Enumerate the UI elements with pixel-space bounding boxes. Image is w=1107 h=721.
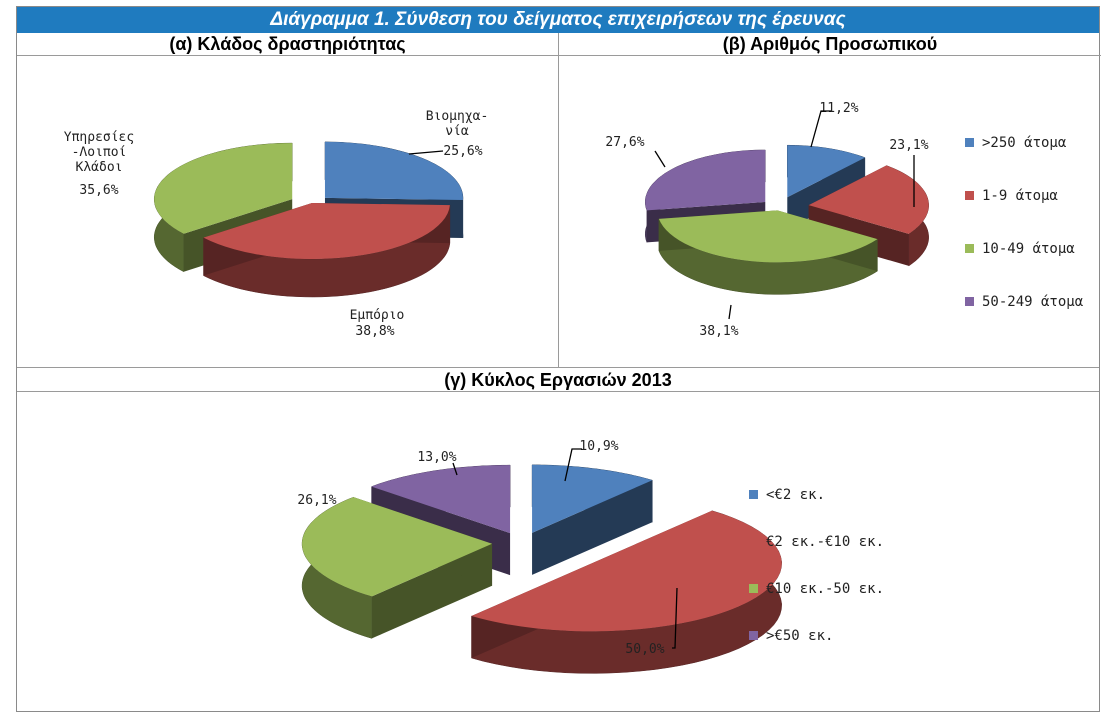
chart-c-label-1-value: 50,0% xyxy=(625,642,664,657)
figure-frame: Διάγραμμα 1. Σύνθεση του δείγματος επιχε… xyxy=(16,6,1101,712)
chart-b-legend-label-2: 10-49 άτομα xyxy=(982,241,1075,257)
chart-b-label-3-value: 27,6% xyxy=(605,135,644,150)
chart-c-slice-0 xyxy=(532,464,653,533)
chart-b-legend-label-3: 50-249 άτομα xyxy=(982,294,1084,310)
chart-b: 11,2% 23,1% 38,1% 27,6% >250 άτομα 1-9 άτομα 1… xyxy=(605,101,1084,339)
panel-divider-vertical xyxy=(558,33,559,367)
chart-a-label-0-value: 25,6% xyxy=(443,144,482,159)
chart-b-legend-label-1: 1-9 άτομα xyxy=(982,188,1058,204)
chart-b-title: (β) Αριθμός Προσωπικού xyxy=(559,33,1101,56)
chart-c-legend-swatch-2 xyxy=(749,584,758,593)
chart-a-slice-1 xyxy=(203,203,450,259)
chart-c-leader-0 xyxy=(564,448,582,482)
chart-b-leader-2 xyxy=(728,304,732,320)
chart-b-slice-2 xyxy=(658,210,878,263)
chart-c-legend-label-1: €2 εκ.-€10 εκ. xyxy=(766,534,884,550)
chart-c-legend-swatch-1 xyxy=(749,537,758,546)
chart-c-legend-label-3: >€50 εκ. xyxy=(766,628,833,644)
chart-c-leader-1 xyxy=(672,587,678,649)
chart-c-label-2-value: 26,1% xyxy=(297,493,336,508)
chart-b-leader-0 xyxy=(810,110,831,148)
figure-title: Διάγραμμα 1. Σύνθεση του δείγματος επιχε… xyxy=(17,7,1099,33)
chart-c-title: (γ) Κύκλος Εργασιών 2013 xyxy=(17,369,1099,392)
chart-a-label-2-name: Υπηρεσίες -Λοιποί Κλάδοι xyxy=(64,130,134,175)
chart-a-label-0-name: Βιομηχα-νία xyxy=(426,109,489,139)
panel-divider-horizontal xyxy=(17,367,1099,368)
chart-b-slice-0 xyxy=(787,145,865,198)
chart-b-slice-3 xyxy=(645,149,766,211)
chart-c-slice-1 xyxy=(471,510,782,632)
chart-a-label-1-value: 38,8% xyxy=(355,324,394,339)
chart-b-label-1-value: 23,1% xyxy=(889,138,928,153)
chart-c-slice-2 xyxy=(302,497,493,597)
chart-a-slice-2 xyxy=(154,143,293,234)
chart-b-legend-swatch-1 xyxy=(965,191,974,200)
chart-a-label-2-value: 35,6% xyxy=(79,183,118,198)
chart-c-legend-swatch-3 xyxy=(749,631,758,640)
chart-a-slice-0 xyxy=(324,141,463,201)
chart-a-label-1-name: Εμπόριο xyxy=(350,308,405,323)
chart-c-leader-3 xyxy=(452,462,458,476)
chart-c-label-0-value: 10,9% xyxy=(579,439,618,454)
chart-b-slice-1 xyxy=(808,165,929,234)
chart-a-leader-0 xyxy=(408,150,444,155)
chart-b-legend-swatch-0 xyxy=(965,138,974,147)
chart-c-legend-swatch-0 xyxy=(749,490,758,499)
chart-b-label-0-value: 11,2% xyxy=(819,101,858,116)
chart-c-label-3-value: 13,0% xyxy=(417,450,456,465)
chart-c-legend-label-2: €10 εκ.-50 εκ. xyxy=(766,581,884,597)
chart-b-leader-3 xyxy=(654,150,666,168)
chart-c-slice-3 xyxy=(371,465,511,534)
chart-c: 10,9% 50,0% 26,1% 13,0% <€2 εκ. €2 εκ.-€10 εκ… xyxy=(297,439,884,674)
chart-c-legend-label-0: <€2 εκ. xyxy=(766,487,825,503)
chart-b-legend-swatch-3 xyxy=(965,297,974,306)
chart-a-title: (α) Κλάδος δραστηριότητας xyxy=(17,33,558,56)
chart-b-legend-swatch-2 xyxy=(965,244,974,253)
chart-b-label-2-value: 38,1% xyxy=(699,324,738,339)
chart-b-legend-label-0: >250 άτομα xyxy=(982,135,1067,151)
